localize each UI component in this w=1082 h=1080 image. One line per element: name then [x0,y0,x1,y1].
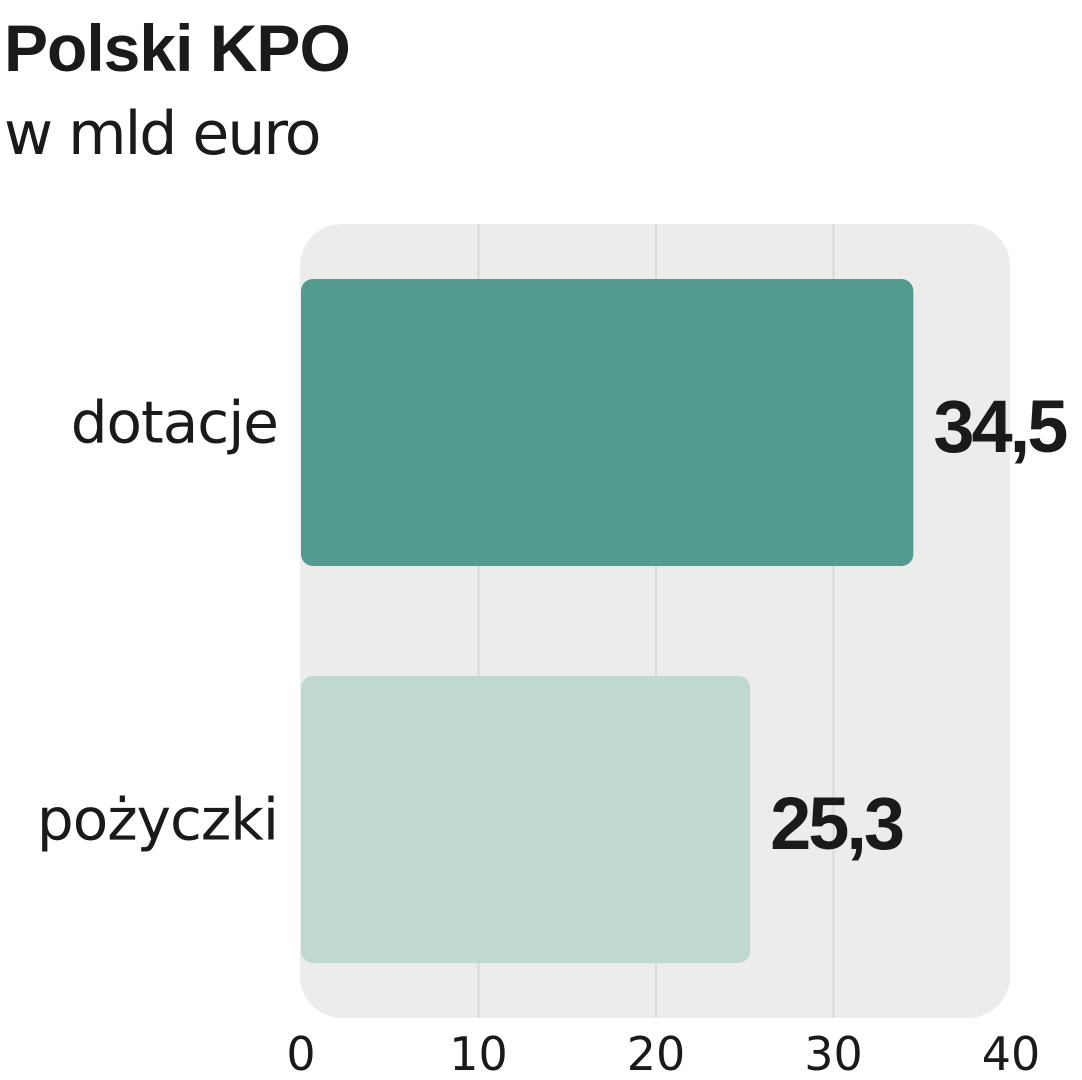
x-tick-label: 40 [982,1027,1041,1080]
x-axis-ticks: 0 10 20 30 40 [286,1027,1040,1080]
value-label: 25,3 [770,782,903,865]
bars [301,279,914,963]
category-label: dotacje [71,389,278,457]
chart-title: Polski KPO [4,11,351,85]
chart-subtitle: w mld euro [4,99,321,169]
bar-dotacje [301,279,914,566]
value-label: 34,5 [933,385,1067,468]
x-tick-label: 30 [804,1027,863,1080]
value-labels: 34,5 25,3 [770,385,1070,865]
x-tick-label: 20 [627,1027,686,1080]
bar-pożyczki [301,676,751,963]
x-tick-label: 10 [449,1027,508,1080]
x-tick-label: 0 [286,1027,315,1080]
category-labels: dotacje pożyczki [37,389,279,854]
category-label: pożyczki [37,786,278,854]
